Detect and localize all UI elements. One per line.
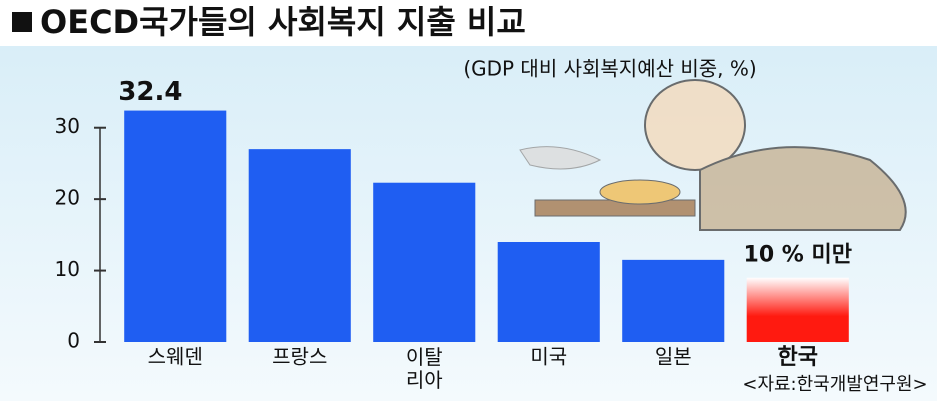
y-tick-label: 30 [55, 114, 80, 138]
bar [124, 110, 227, 342]
bar [248, 149, 351, 342]
source: <자료:한국개발연구원> [742, 374, 927, 395]
x-tick-label: 스웨덴 [148, 345, 203, 369]
bar [746, 277, 849, 342]
chart-subtitle: (GDP 대비 사회복지예산 비중, %) [463, 57, 756, 81]
bar [497, 242, 600, 342]
x-tick-label: 한국 [778, 345, 818, 370]
bar [622, 259, 725, 342]
x-tick-label: 프랑스 [272, 345, 327, 369]
x-tick-label: 미국 [530, 345, 567, 369]
title-marker [12, 12, 32, 32]
bar [373, 182, 476, 342]
x-tick-label: 일본 [655, 345, 692, 369]
value-label: 32.4 [118, 77, 182, 107]
y-tick-label: 10 [55, 257, 80, 281]
chart-title: OECD국가들의 사회복지 지출 비교 [40, 3, 526, 41]
annotation: 10 % 미만 [744, 243, 852, 268]
x-tick-label: 이탈 리아 [406, 345, 443, 392]
y-tick-label: 0 [67, 329, 80, 353]
illustration [519, 79, 907, 231]
y-tick-label: 20 [55, 186, 80, 210]
